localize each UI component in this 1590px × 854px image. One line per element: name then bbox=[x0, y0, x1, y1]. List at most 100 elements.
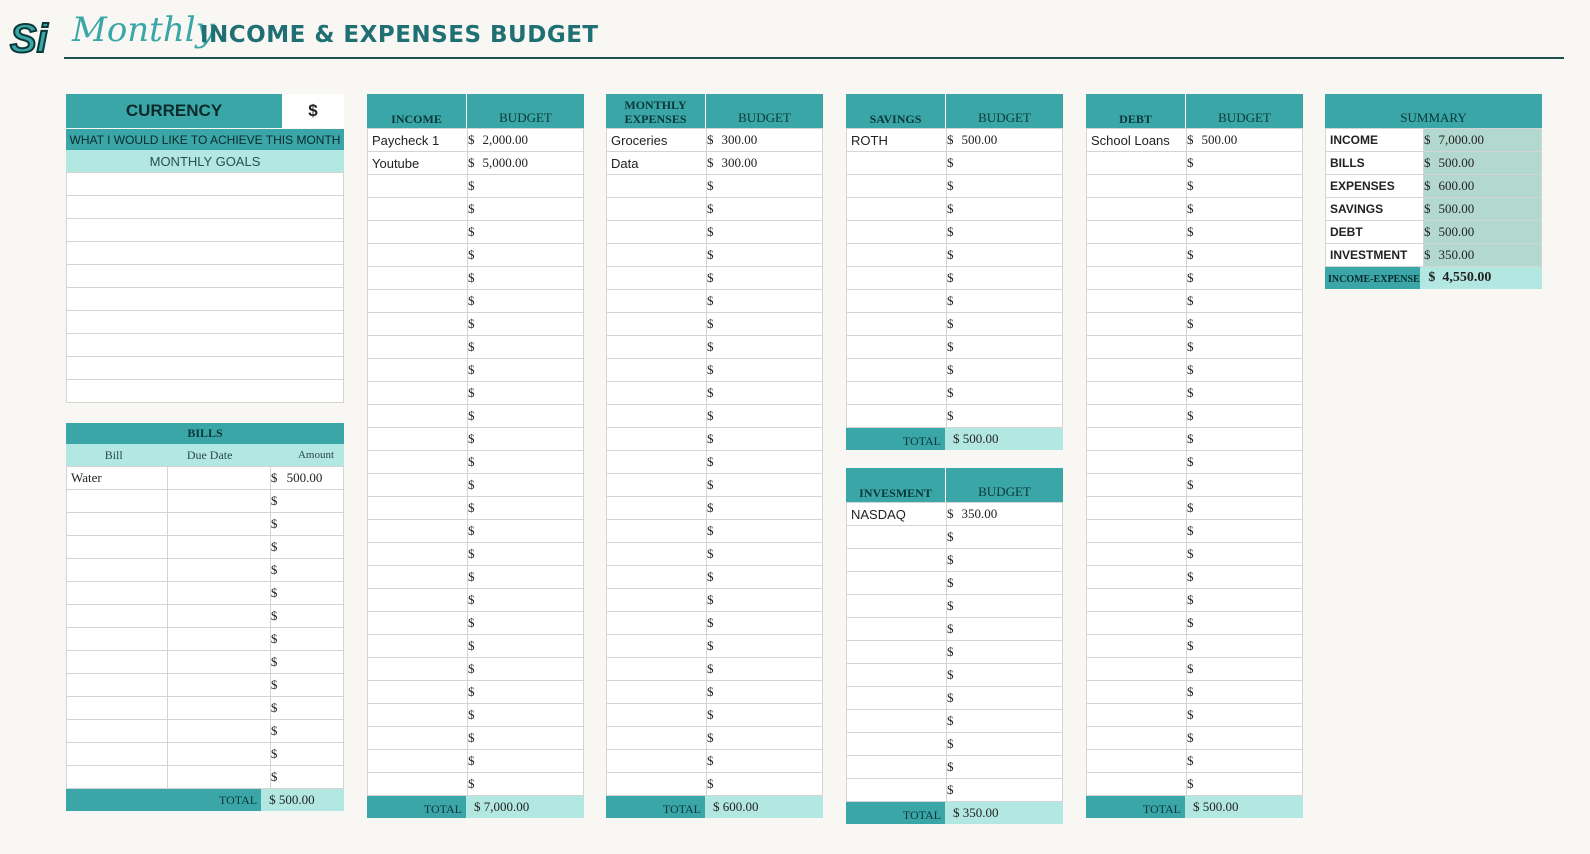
debt-name-cell[interactable] bbox=[1086, 358, 1187, 382]
expenses-amount-cell[interactable]: $300.00 bbox=[706, 151, 823, 175]
currency-symbol-field[interactable]: $ bbox=[282, 94, 344, 128]
investment-amount-cell[interactable]: $ bbox=[946, 617, 1063, 641]
savings-amount-cell[interactable]: $ bbox=[946, 266, 1063, 290]
income-amount-cell[interactable]: $ bbox=[467, 174, 584, 198]
expenses-amount-cell[interactable]: $ bbox=[706, 335, 823, 359]
income-amount-cell[interactable]: $ bbox=[467, 496, 584, 520]
bill-due-cell[interactable] bbox=[167, 535, 271, 559]
income-name-cell[interactable] bbox=[367, 174, 468, 198]
income-amount-cell[interactable]: $ bbox=[467, 220, 584, 244]
expenses-name-cell[interactable] bbox=[606, 565, 707, 589]
bill-name-cell[interactable] bbox=[65, 604, 169, 628]
debt-amount-cell[interactable]: $ bbox=[1186, 243, 1303, 267]
investment-amount-cell[interactable]: $ bbox=[946, 640, 1063, 664]
bill-name-cell[interactable]: Water bbox=[65, 466, 169, 490]
investment-name-cell[interactable] bbox=[846, 594, 947, 618]
income-amount-cell[interactable]: $ bbox=[467, 450, 584, 474]
income-name-cell[interactable] bbox=[367, 473, 468, 497]
income-amount-cell[interactable]: $ bbox=[467, 197, 584, 221]
investment-name-cell[interactable] bbox=[846, 732, 947, 756]
bill-name-cell[interactable] bbox=[65, 512, 169, 536]
expenses-amount-cell[interactable]: $ bbox=[706, 657, 823, 681]
income-amount-cell[interactable]: $ bbox=[467, 312, 584, 336]
debt-name-cell[interactable] bbox=[1086, 611, 1187, 635]
expenses-name-cell[interactable] bbox=[606, 680, 707, 704]
expenses-amount-cell[interactable]: $ bbox=[706, 749, 823, 773]
bill-name-cell[interactable] bbox=[65, 719, 169, 743]
bill-amount-cell[interactable]: $ bbox=[269, 719, 345, 743]
expenses-name-cell[interactable] bbox=[606, 289, 707, 313]
debt-amount-cell[interactable]: $ bbox=[1186, 220, 1303, 244]
expenses-name-cell[interactable] bbox=[606, 266, 707, 290]
bill-due-cell[interactable] bbox=[167, 673, 271, 697]
investment-amount-cell[interactable]: $ bbox=[946, 548, 1063, 572]
investment-name-cell[interactable] bbox=[846, 686, 947, 710]
debt-amount-cell[interactable]: $ bbox=[1186, 519, 1303, 543]
income-name-cell[interactable]: Paycheck 1 bbox=[367, 128, 468, 152]
expenses-amount-cell[interactable]: $ bbox=[706, 404, 823, 428]
income-name-cell[interactable] bbox=[367, 680, 468, 704]
debt-amount-cell[interactable]: $ bbox=[1186, 473, 1303, 497]
income-amount-cell[interactable]: $2,000.00 bbox=[467, 128, 584, 152]
expenses-amount-cell[interactable]: $ bbox=[706, 312, 823, 336]
bill-name-cell[interactable] bbox=[65, 627, 169, 651]
bill-name-cell[interactable] bbox=[65, 489, 169, 513]
expenses-amount-cell[interactable]: $ bbox=[706, 381, 823, 405]
investment-name-cell[interactable] bbox=[846, 525, 947, 549]
investment-name-cell[interactable] bbox=[846, 663, 947, 687]
debt-amount-cell[interactable]: $ bbox=[1186, 151, 1303, 175]
income-amount-cell[interactable]: $ bbox=[467, 335, 584, 359]
investment-amount-cell[interactable]: $ bbox=[946, 663, 1063, 687]
savings-name-cell[interactable] bbox=[846, 243, 947, 267]
bill-amount-cell[interactable]: $ bbox=[269, 489, 345, 513]
debt-amount-cell[interactable]: $ bbox=[1186, 703, 1303, 727]
income-name-cell[interactable] bbox=[367, 289, 468, 313]
expenses-name-cell[interactable] bbox=[606, 312, 707, 336]
expenses-amount-cell[interactable]: $ bbox=[706, 450, 823, 474]
income-amount-cell[interactable]: $ bbox=[467, 565, 584, 589]
income-name-cell[interactable] bbox=[367, 588, 468, 612]
expenses-name-cell[interactable] bbox=[606, 657, 707, 681]
debt-name-cell[interactable] bbox=[1086, 749, 1187, 773]
investment-name-cell[interactable] bbox=[846, 778, 947, 802]
debt-name-cell[interactable] bbox=[1086, 266, 1187, 290]
savings-amount-cell[interactable]: $ bbox=[946, 289, 1063, 313]
income-amount-cell[interactable]: $ bbox=[467, 657, 584, 681]
expenses-amount-cell[interactable]: $300.00 bbox=[706, 128, 823, 152]
bill-name-cell[interactable] bbox=[65, 581, 169, 605]
investment-name-cell[interactable] bbox=[846, 548, 947, 572]
expenses-amount-cell[interactable]: $ bbox=[706, 565, 823, 589]
savings-amount-cell[interactable]: $ bbox=[946, 174, 1063, 198]
investment-amount-cell[interactable]: $ bbox=[946, 571, 1063, 595]
debt-amount-cell[interactable]: $ bbox=[1186, 542, 1303, 566]
expenses-name-cell[interactable] bbox=[606, 243, 707, 267]
bill-amount-cell[interactable]: $ 500.00 bbox=[269, 466, 345, 490]
savings-name-cell[interactable] bbox=[846, 266, 947, 290]
debt-name-cell[interactable] bbox=[1086, 726, 1187, 750]
debt-name-cell[interactable] bbox=[1086, 450, 1187, 474]
income-name-cell[interactable] bbox=[367, 266, 468, 290]
expenses-name-cell[interactable]: Data bbox=[606, 151, 707, 175]
income-amount-cell[interactable]: $ bbox=[467, 726, 584, 750]
bill-amount-cell[interactable]: $ bbox=[269, 512, 345, 536]
expenses-name-cell[interactable] bbox=[606, 381, 707, 405]
expenses-amount-cell[interactable]: $ bbox=[706, 266, 823, 290]
debt-name-cell[interactable] bbox=[1086, 703, 1187, 727]
debt-amount-cell[interactable]: $ bbox=[1186, 174, 1303, 198]
debt-name-cell[interactable] bbox=[1086, 634, 1187, 658]
goal-cell[interactable] bbox=[66, 172, 344, 196]
investment-name-cell[interactable] bbox=[846, 571, 947, 595]
savings-name-cell[interactable] bbox=[846, 289, 947, 313]
income-name-cell[interactable] bbox=[367, 197, 468, 221]
savings-amount-cell[interactable]: $ bbox=[946, 197, 1063, 221]
income-amount-cell[interactable]: $ bbox=[467, 588, 584, 612]
expenses-name-cell[interactable] bbox=[606, 496, 707, 520]
debt-amount-cell[interactable]: $ bbox=[1186, 381, 1303, 405]
savings-amount-cell[interactable]: $ bbox=[946, 243, 1063, 267]
debt-amount-cell[interactable]: $ bbox=[1186, 197, 1303, 221]
expenses-name-cell[interactable] bbox=[606, 749, 707, 773]
savings-amount-cell[interactable]: $ bbox=[946, 404, 1063, 428]
debt-amount-cell[interactable]: $ bbox=[1186, 266, 1303, 290]
savings-name-cell[interactable] bbox=[846, 404, 947, 428]
savings-amount-cell[interactable]: $ bbox=[946, 151, 1063, 175]
